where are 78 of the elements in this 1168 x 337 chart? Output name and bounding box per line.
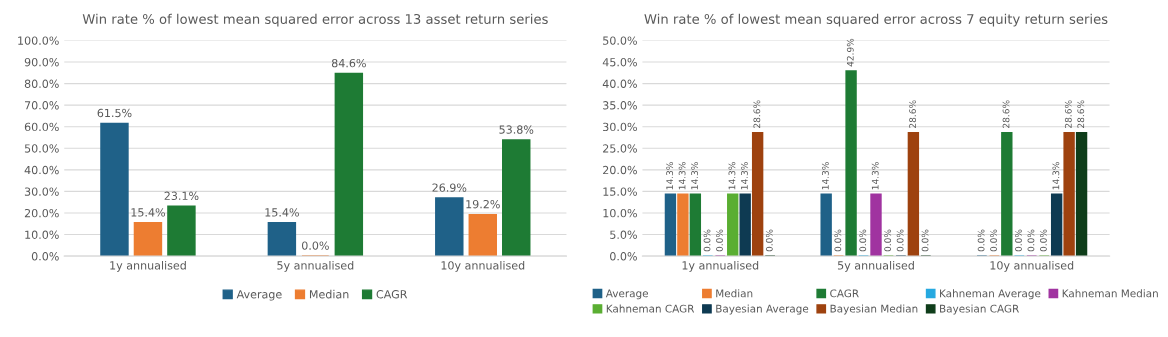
data-label: 0.0%	[1039, 229, 1047, 252]
data-label: 0.0%	[716, 229, 723, 252]
y-tick-label: 20.0%	[24, 208, 59, 218]
data-label: 14.3%	[728, 162, 736, 190]
y-tick-label: 45.0%	[602, 57, 637, 67]
y-tick-label: 15.0%	[603, 187, 637, 196]
data-label: 26.9%	[432, 183, 467, 192]
data-label: 15.4%	[131, 208, 165, 217]
y-tick-label: 60.0%	[24, 122, 59, 132]
data-label: 0.0%	[977, 229, 985, 252]
x-tick-label: 5y annualised	[277, 260, 354, 272]
data-label: 28.6%	[1002, 100, 1010, 128]
y-tick-label: 80.0%	[24, 79, 59, 88]
y-tick-label: 100.0%	[18, 36, 59, 45]
data-label: 0.0%	[896, 229, 904, 252]
x-tick-label: 1y annualised	[110, 260, 186, 272]
y-tick-label: 10.0%	[603, 208, 637, 218]
data-label: 0.0%	[921, 229, 929, 252]
y-tick-label: 50.0%	[603, 36, 637, 45]
data-label: 0.0%	[703, 229, 711, 252]
x-tick-label: 1y annualised	[682, 260, 759, 272]
y-tick-label: 0.0%	[31, 252, 59, 261]
chart-title: Win rate % of lowest mean squared error across 13 asset return series	[82, 13, 548, 27]
data-label: 0.0%	[884, 229, 892, 252]
data-label: 28.6%	[753, 100, 761, 128]
chart-title: Win rate % of lowest mean squared error across 7 equity return series	[644, 13, 1108, 27]
y-tick-label: 30.0%	[603, 122, 637, 132]
y-tick-label: 40.0%	[602, 79, 637, 88]
data-label: 0.0%	[301, 241, 329, 250]
data-label: 84.6%	[331, 58, 366, 68]
y-tick-label: 5.0%	[610, 230, 637, 239]
data-label: 28.6%	[1077, 100, 1085, 128]
data-label: 14.3%	[821, 162, 829, 190]
y-tick-label: 10.0%	[25, 230, 59, 239]
data-label: 15.4%	[265, 208, 299, 217]
data-label: 0.0%	[859, 229, 867, 252]
data-label: 14.3%	[666, 162, 674, 190]
data-label: 53.8%	[499, 125, 534, 134]
data-label: 19.2%	[466, 199, 500, 209]
legend-label: Kahneman Average	[940, 289, 1041, 300]
data-label: 14.3%	[1052, 162, 1060, 190]
data-label: 14.3%	[678, 162, 686, 190]
legend-label: CAGR	[830, 289, 859, 298]
x-tick-label: 10y annualised	[441, 260, 525, 272]
data-label: 28.6%	[1064, 100, 1072, 128]
data-label: 14.3%	[740, 162, 748, 190]
x-tick-label: 5y annualised	[837, 260, 914, 272]
y-tick-label: 90.0%	[24, 57, 59, 67]
legend-label: Average	[605, 289, 649, 300]
legend-label: Bayesian Median	[830, 304, 918, 315]
data-label: 42.9%	[846, 38, 854, 67]
data-label: 0.0%	[1027, 229, 1035, 252]
y-tick-label: 70.0%	[24, 101, 59, 110]
y-tick-label: 35.0%	[603, 101, 637, 110]
legend-label: Median	[309, 289, 349, 299]
y-tick-label: 50.0%	[24, 144, 59, 153]
y-tick-label: 20.0%	[603, 165, 637, 175]
data-label: 14.3%	[871, 162, 879, 190]
x-tick-label: 10y annualised	[990, 260, 1074, 272]
data-label: 0.0%	[990, 229, 997, 252]
y-tick-label: 0.0%	[610, 252, 637, 261]
data-label: 0.0%	[1015, 229, 1022, 252]
legend-label: Average	[236, 290, 282, 301]
legend-label: Kahneman CAGR	[606, 304, 695, 313]
data-label: 23.1%	[164, 191, 199, 200]
legend-label: Kahneman Median	[1062, 289, 1158, 298]
data-label: 0.0%	[765, 229, 773, 252]
data-label: 14.3%	[691, 162, 698, 190]
legend-label: Median	[716, 289, 753, 298]
legend-label: CAGR	[376, 290, 408, 299]
y-tick-label: 40.0%	[24, 165, 59, 175]
data-label: 28.6%	[909, 100, 916, 128]
data-label: 0.0%	[834, 229, 842, 252]
legend-label: Bayesian Average	[716, 304, 809, 315]
y-tick-label: 30.0%	[24, 187, 59, 196]
legend-label: Bayesian CAGR	[940, 304, 1019, 315]
data-label: 61.5%	[97, 108, 132, 118]
y-tick-label: 25.0%	[603, 144, 637, 153]
